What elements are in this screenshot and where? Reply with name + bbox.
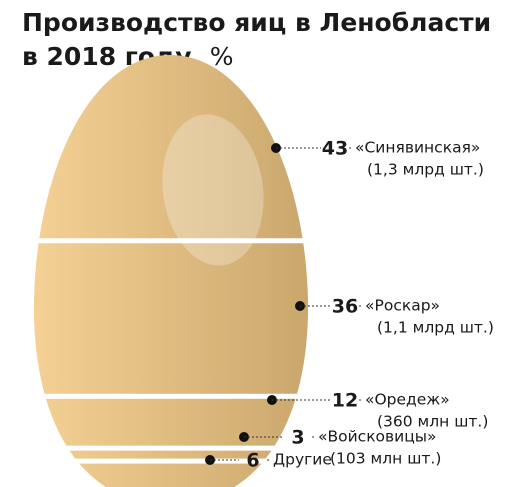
category-label: «Роскар» <box>365 297 440 315</box>
note-label: (103 млн шт.) <box>330 450 441 468</box>
value-label: 36 <box>332 296 358 318</box>
value-label: 12 <box>332 390 358 412</box>
value-label: 43 <box>322 138 348 160</box>
separator <box>30 445 310 451</box>
separator <box>30 393 310 399</box>
highlight <box>162 114 264 266</box>
category-label: «Синявинская» <box>355 139 480 157</box>
note-label: (1,1 млрд шт.) <box>377 319 494 337</box>
chart-title: Производство яиц в Ленобласти <box>22 8 491 37</box>
egg <box>33 55 309 487</box>
separators <box>30 238 310 464</box>
category-label: Другие <box>273 451 332 469</box>
unit: % <box>210 42 234 71</box>
egg-slice <box>33 448 309 462</box>
separator <box>30 458 310 464</box>
egg-slice <box>33 396 309 449</box>
category-label: «Войсковицы» <box>318 428 437 446</box>
egg-slice <box>33 240 309 397</box>
value-label: 3 <box>291 427 304 449</box>
category-label: «Оредеж» <box>365 391 450 409</box>
value-label: 6 <box>246 450 259 472</box>
separator <box>30 238 310 244</box>
note-label: (1,3 млрд шт.) <box>367 161 484 179</box>
note-label: (360 млн шт.) <box>377 413 488 431</box>
labels: 43 «Синявинская»(1,3 млрд шт.)36 «Роскар»(… <box>205 138 494 472</box>
